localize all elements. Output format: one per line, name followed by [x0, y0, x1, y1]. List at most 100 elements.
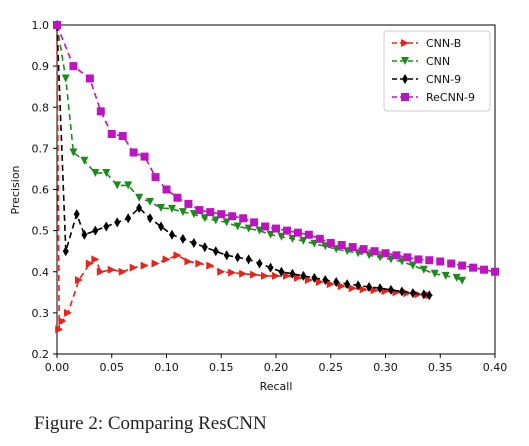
y-axis-label: Precision — [9, 165, 22, 214]
legend-label: CNN-B — [426, 37, 461, 50]
data-point-recnn-9 — [151, 173, 160, 182]
series-line-cnn — [56, 24, 463, 282]
x-tick-label: 0.35 — [428, 361, 453, 374]
data-point-cnn-9 — [73, 209, 80, 220]
data-point-cnn — [80, 156, 89, 165]
data-point-recnn-9 — [370, 247, 379, 256]
data-point-cnn-b — [250, 270, 259, 279]
data-point-recnn-9 — [414, 255, 423, 264]
data-point-cnn-9 — [212, 246, 219, 257]
data-point-cnn-b — [272, 271, 280, 280]
legend-marker — [401, 39, 409, 47]
data-point-recnn-9 — [491, 267, 499, 276]
data-point-recnn-9 — [304, 230, 313, 239]
data-point-recnn-9 — [173, 193, 182, 202]
data-point-cnn-b — [348, 284, 357, 293]
data-point-cnn-b — [228, 268, 237, 277]
x-tick-label: 0.00 — [45, 361, 70, 374]
series-cnn — [53, 21, 467, 285]
data-point-recnn-9 — [381, 249, 390, 258]
legend-item-recnn-9: ReCNN-9 — [392, 91, 475, 104]
data-point-recnn-9 — [69, 62, 78, 71]
data-point-cnn-9 — [158, 221, 165, 232]
data-point-cnn-9 — [168, 229, 175, 240]
data-point-recnn-9 — [392, 251, 401, 260]
data-point-cnn — [167, 204, 176, 213]
data-point-recnn-9 — [261, 222, 270, 231]
data-point-cnn — [452, 273, 461, 282]
data-point-cnn-9 — [355, 280, 362, 291]
x-tick-label: 0.20 — [264, 361, 289, 374]
x-tick-label: 0.15 — [209, 361, 234, 374]
legend-label: ReCNN-9 — [426, 91, 475, 104]
legend-item-cnn: CNN — [392, 55, 450, 68]
data-point-recnn-9 — [425, 256, 434, 265]
data-point-cnn-9 — [426, 290, 433, 301]
data-point-cnn — [124, 181, 133, 190]
data-point-cnn-9 — [409, 288, 416, 299]
data-point-recnn-9 — [217, 210, 226, 219]
data-point-cnn-9 — [136, 203, 143, 214]
x-axis-label: Recall — [260, 380, 293, 393]
data-point-cnn — [408, 261, 417, 270]
data-point-cnn-b — [370, 286, 379, 295]
data-point-cnn-9 — [234, 252, 241, 263]
legend-label: CNN-9 — [426, 73, 461, 86]
data-point-cnn-9 — [190, 237, 197, 248]
data-point-cnn — [146, 197, 155, 206]
y-tick-label: 0.4 — [32, 266, 50, 279]
data-point-recnn-9 — [129, 148, 138, 157]
data-point-cnn-b — [140, 261, 149, 270]
data-point-recnn-9 — [206, 208, 215, 217]
data-point-cnn — [222, 218, 231, 227]
data-point-cnn-b — [206, 261, 215, 270]
data-point-recnn-9 — [403, 253, 412, 262]
x-tick-label: 0.40 — [483, 361, 508, 374]
legend-marker — [401, 93, 409, 101]
y-tick-label: 0.7 — [32, 142, 50, 155]
data-point-cnn-b — [217, 267, 226, 276]
data-point-cnn-9 — [333, 277, 340, 288]
data-point-cnn-b — [195, 259, 204, 268]
data-point-recnn-9 — [480, 265, 489, 274]
y-tick-label: 0.8 — [32, 101, 50, 114]
data-point-cnn-9 — [344, 279, 351, 290]
data-point-cnn — [135, 193, 144, 202]
data-point-cnn — [233, 222, 242, 231]
data-point-cnn — [91, 169, 100, 178]
data-point-cnn-9 — [387, 284, 394, 295]
precision-recall-chart: 0.00 0.05 0.10 0.15 0.20 0.25 0.30 0.35 0.40 0.2… — [9, 19, 508, 393]
data-point-cnn — [102, 169, 111, 178]
data-point-cnn-b — [107, 265, 116, 274]
data-point-cnn-b — [293, 273, 302, 282]
data-point-recnn-9 — [458, 261, 467, 270]
data-point-cnn — [69, 148, 78, 157]
data-point-cnn-b — [58, 317, 67, 326]
data-point-cnn-b — [85, 259, 94, 268]
data-point-cnn — [430, 269, 439, 278]
data-point-cnn-b — [173, 251, 182, 260]
data-point-cnn-b — [337, 282, 346, 291]
data-point-cnn-9 — [201, 242, 208, 253]
data-point-recnn-9 — [96, 107, 105, 116]
series-line-recnn-9 — [56, 24, 496, 273]
x-tick-label: 0.05 — [100, 361, 125, 374]
data-point-cnn-b — [162, 255, 171, 264]
data-point-recnn-9 — [107, 129, 116, 138]
data-point-cnn-9 — [125, 213, 132, 224]
data-point-cnn-b — [403, 289, 412, 298]
data-point-cnn-b — [129, 263, 138, 272]
data-point-cnn-9 — [114, 217, 121, 228]
data-point-cnn — [458, 276, 467, 285]
x-tick-label: 0.10 — [154, 361, 179, 374]
data-point-recnn-9 — [118, 132, 127, 141]
data-point-cnn-9 — [322, 274, 329, 285]
data-point-cnn-9 — [300, 270, 307, 281]
data-point-cnn — [178, 208, 187, 217]
data-point-recnn-9 — [250, 218, 259, 227]
data-point-cnn-b — [261, 271, 270, 280]
x-tick-label: 0.25 — [319, 361, 344, 374]
figure-caption: Figure 2: Comparing ResCNN — [34, 413, 267, 434]
y-tick-label: 0.2 — [32, 348, 50, 361]
data-point-cnn — [200, 214, 209, 223]
